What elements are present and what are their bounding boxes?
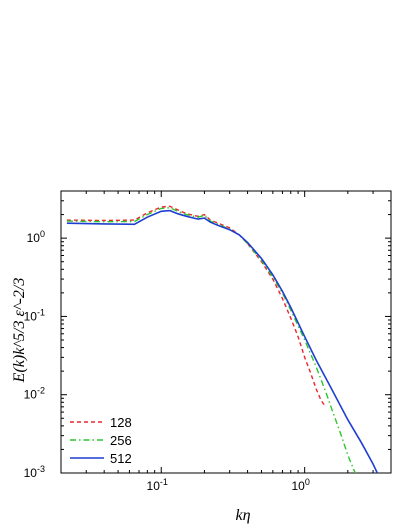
series-layer: [66, 205, 379, 473]
legend: 128 256 512: [70, 415, 132, 466]
x-tick-label: 10-1: [147, 477, 168, 493]
legend-label-128: 128: [110, 415, 132, 430]
axis-ticks: 10-1 100 10-3 10-2 10-1 100: [24, 190, 392, 493]
series-line-512: [66, 209, 379, 473]
series-line-128: [66, 205, 327, 408]
plot-frame: [60, 190, 392, 474]
y-axis-label: E(k)k^5/3 ε^-2/3: [11, 278, 28, 384]
y-tick-label: 100: [27, 229, 45, 245]
y-tick-label: 10-3: [24, 464, 45, 480]
x-axis-label: kη: [235, 507, 250, 524]
legend-label-256: 256: [110, 433, 132, 448]
y-tick-label: 10-2: [24, 386, 45, 402]
y-tick-label: 10-1: [24, 307, 45, 323]
x-tick-label: 100: [291, 477, 309, 493]
legend-label-512: 512: [110, 451, 132, 466]
series-line-256: [66, 206, 357, 473]
